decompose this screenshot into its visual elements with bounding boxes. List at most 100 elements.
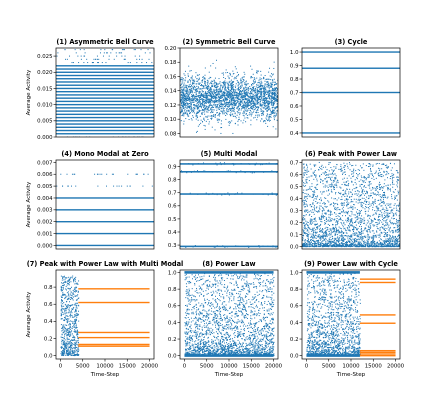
data-point: [334, 186, 336, 188]
data-point: [235, 78, 237, 80]
data-point: [240, 120, 242, 122]
data-point: [268, 107, 270, 109]
data-point: [252, 83, 254, 85]
data-point: [268, 118, 270, 120]
data-point: [320, 220, 322, 222]
data-point: [226, 96, 228, 98]
data-point: [226, 109, 228, 111]
data-point: [274, 107, 276, 109]
data-point: [212, 98, 214, 100]
data-point: [369, 217, 371, 219]
data-point: [225, 69, 227, 71]
data-point: [231, 75, 233, 77]
data-point: [256, 114, 258, 116]
data-point: [189, 106, 191, 108]
data-point: [204, 113, 206, 115]
data-point: [273, 93, 275, 95]
data-point: [274, 115, 276, 117]
data-point: [201, 103, 203, 105]
data-point: [237, 97, 239, 99]
data-point: [271, 98, 273, 100]
data-point: [256, 95, 258, 97]
data-point: [123, 58, 125, 60]
data-point: [243, 104, 245, 106]
data-point: [217, 92, 219, 94]
data-point: [191, 90, 193, 92]
data-point: [268, 97, 270, 99]
data-point: [232, 92, 234, 94]
data-point: [324, 184, 326, 186]
data-point: [339, 245, 341, 247]
data-point: [264, 99, 266, 101]
data-point: [303, 163, 305, 165]
data-point: [254, 116, 256, 118]
data-point: [273, 97, 275, 99]
data-point: [252, 111, 254, 113]
data-point: [225, 101, 227, 103]
data-point: [231, 95, 233, 97]
data-point: [377, 208, 379, 210]
data-point: [392, 180, 394, 182]
data-point: [97, 173, 99, 175]
data-point: [246, 114, 248, 116]
data-point: [363, 190, 365, 192]
data-point: [180, 77, 182, 79]
data-point: [371, 230, 373, 232]
data-point: [190, 112, 192, 114]
data-point: [255, 114, 257, 116]
data-point: [314, 223, 316, 225]
data-point: [219, 113, 221, 115]
data-point: [187, 98, 189, 100]
data-point: [197, 86, 199, 88]
data-point: [326, 245, 328, 247]
data-point: [250, 124, 252, 126]
data-point: [233, 85, 235, 87]
data-point: [272, 111, 274, 113]
data-point: [382, 163, 384, 165]
data-point: [361, 240, 363, 242]
data-point: [363, 241, 365, 243]
data-point: [340, 217, 342, 219]
data-point: [380, 187, 382, 189]
plot-area: [56, 173, 154, 247]
data-point: [276, 98, 278, 100]
data-point: [232, 94, 234, 96]
data-point: [236, 96, 238, 98]
data-point: [242, 112, 244, 114]
data-point: [232, 70, 234, 72]
data-point: [320, 223, 322, 225]
data-point: [312, 202, 314, 204]
data-point: [326, 177, 328, 179]
data-point: [260, 103, 262, 105]
data-point: [270, 76, 272, 78]
data-point: [180, 107, 182, 109]
data-point: [390, 223, 392, 225]
data-point: [185, 103, 187, 105]
data-point: [210, 112, 212, 114]
data-point: [183, 82, 185, 84]
data-point: [259, 98, 261, 100]
data-point: [265, 105, 267, 107]
data-point: [270, 99, 272, 101]
data-point: [268, 109, 270, 111]
data-point: [201, 94, 203, 96]
data-point: [244, 92, 246, 94]
data-point: [313, 213, 315, 215]
data-point: [344, 183, 346, 185]
data-point: [396, 179, 398, 181]
data-point: [216, 101, 218, 103]
data-point: [193, 80, 195, 82]
data-point: [187, 96, 189, 98]
data-point: [306, 243, 308, 245]
data-point: [254, 92, 256, 94]
data-point: [209, 92, 211, 94]
level-band: [180, 193, 278, 195]
data-point: [262, 114, 264, 116]
data-point: [184, 86, 186, 88]
data-point: [373, 240, 375, 242]
data-point: [237, 95, 239, 97]
data-point: [220, 89, 222, 91]
data-point: [233, 110, 235, 112]
y-tick-label: 0.000: [37, 135, 53, 141]
data-point: [264, 87, 266, 89]
